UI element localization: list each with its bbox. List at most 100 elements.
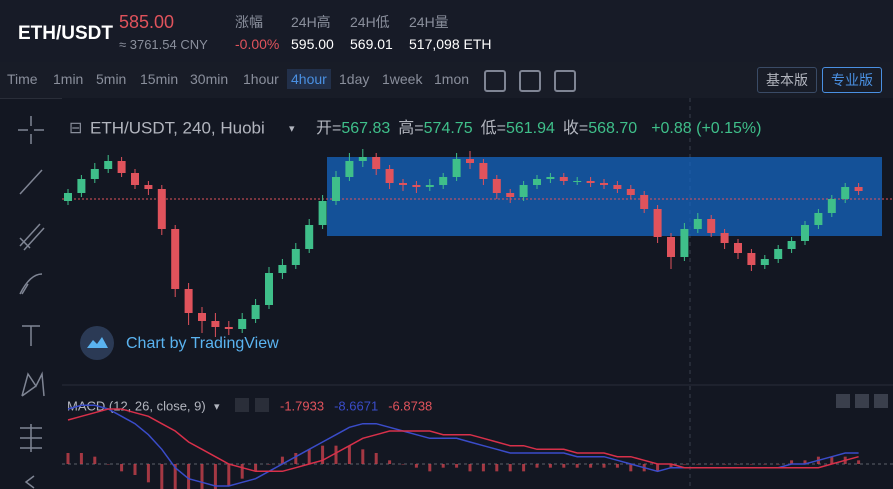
interval[interactable]: 1hour xyxy=(243,71,279,87)
candle-body xyxy=(640,195,649,209)
candle-body xyxy=(211,321,220,327)
histogram-bar xyxy=(146,464,150,483)
histogram-bar xyxy=(187,464,191,489)
histogram-bar xyxy=(66,453,70,464)
cny: ≈ 3761.54 CNY xyxy=(119,37,208,52)
chart: Chart by TradingView ⊟ ETH/USDT, 240, Hu… xyxy=(18,98,893,489)
histogram-bar xyxy=(428,464,432,472)
candle-body xyxy=(144,185,153,189)
histogram-bar xyxy=(79,453,83,464)
interval[interactable]: Time xyxy=(7,71,38,87)
symbol: ETH/USDT, 240, Huobi xyxy=(90,118,265,137)
macd-title: MACD (12, 26, close, 9) xyxy=(67,398,206,413)
histogram-bar xyxy=(857,460,861,464)
mode-button[interactable]: 基本版 xyxy=(757,67,817,93)
tool-icon[interactable] xyxy=(484,70,506,92)
candle-body xyxy=(707,219,716,233)
candle-body xyxy=(801,225,809,241)
stat-label: 涨幅 xyxy=(235,14,263,30)
histogram-bar xyxy=(267,464,271,465)
histogram-bar xyxy=(602,464,606,468)
candle-body xyxy=(506,193,515,197)
ohlc-value: 567.83 xyxy=(341,120,390,137)
histogram-bar xyxy=(468,464,472,472)
candle-body xyxy=(278,265,287,273)
interval[interactable]: 4hour xyxy=(287,69,331,89)
pair: ETH/USDT xyxy=(18,23,113,44)
candle-body xyxy=(251,305,260,319)
candle-body xyxy=(841,187,850,199)
stat-label: 24H低 xyxy=(350,14,390,30)
candle-body xyxy=(291,249,300,265)
candle-body xyxy=(479,163,488,179)
rectangle-drawing xyxy=(327,157,882,236)
ohlc-label: 开= xyxy=(316,120,341,137)
candle-body xyxy=(613,185,622,189)
histogram-bar xyxy=(575,464,579,468)
stat-label: 24H高 xyxy=(291,14,331,30)
macd-reading: -6.8738 xyxy=(388,398,432,413)
ohlc-label: 收= xyxy=(563,119,588,137)
candle-body xyxy=(265,273,273,305)
candle-body xyxy=(332,177,340,201)
candle-body xyxy=(466,159,474,163)
ohlc-value: 568.70 xyxy=(588,120,637,137)
histogram-bar xyxy=(481,464,485,472)
mode-button[interactable]: 专业版 xyxy=(822,67,882,93)
change: +0.88 (+0.15%) xyxy=(651,120,761,137)
drawing-tools xyxy=(18,116,45,489)
candle-body xyxy=(747,253,756,265)
ohlc-label: 高= xyxy=(398,119,423,137)
histogram-bar xyxy=(361,449,365,464)
toolbar: Time 1min 5min 15min 30min 1hour 4hour 1day 1wee… xyxy=(0,62,893,99)
interval[interactable]: 1min xyxy=(53,71,84,87)
candle-body xyxy=(157,189,166,229)
histogram-bar xyxy=(803,460,807,464)
interval[interactable]: 1mon xyxy=(434,71,470,87)
header: ETH/USDT 585.00 ≈ 3761.54 CNY 涨幅 -0.00% 24… xyxy=(0,0,893,62)
histogram-bar xyxy=(240,464,244,479)
candle-body xyxy=(131,173,139,185)
histogram-bar xyxy=(441,464,445,468)
close-button[interactable] xyxy=(255,398,269,412)
histogram-bar xyxy=(629,464,633,472)
settings-button[interactable] xyxy=(235,398,249,412)
stat-value: 517,098 ETH xyxy=(409,36,492,52)
histogram-bar xyxy=(709,464,713,465)
stat-label: 24H量 xyxy=(409,14,449,30)
candle-body xyxy=(827,199,836,213)
interval[interactable]: 1day xyxy=(339,71,370,87)
symbol-icon: ⊟ xyxy=(69,120,82,137)
histogram-bar xyxy=(723,464,727,465)
candle-body xyxy=(77,179,86,193)
candle-body xyxy=(519,185,528,197)
candle-body xyxy=(573,181,582,182)
candle-body xyxy=(586,181,595,183)
histogram-bar xyxy=(682,464,686,465)
interval[interactable]: 15min xyxy=(140,71,179,87)
candle-body xyxy=(653,209,662,237)
caret: ▾ xyxy=(214,401,220,413)
candle-body xyxy=(760,259,769,265)
watermark-text: Chart by TradingView xyxy=(126,335,279,352)
candle-body xyxy=(667,237,675,257)
price: 585.00 xyxy=(119,12,175,32)
candle-body xyxy=(439,177,448,185)
macd-reading: -1.7933 xyxy=(280,398,324,413)
interval[interactable]: 1week xyxy=(382,71,423,87)
candle-body xyxy=(425,185,434,187)
candle-body xyxy=(787,241,796,249)
tool-icon[interactable] xyxy=(519,70,541,92)
histogram-bar xyxy=(455,464,459,468)
candle-body xyxy=(318,201,327,225)
interval[interactable]: 5min xyxy=(96,71,127,87)
histogram-bar xyxy=(280,456,284,464)
candle-body xyxy=(372,157,381,169)
histogram-bar xyxy=(790,460,794,464)
candle-body xyxy=(680,229,689,257)
candle-body xyxy=(345,161,354,177)
interval[interactable]: 30min xyxy=(190,71,229,87)
candle-body xyxy=(305,225,314,249)
tool-icon[interactable] xyxy=(554,70,576,92)
